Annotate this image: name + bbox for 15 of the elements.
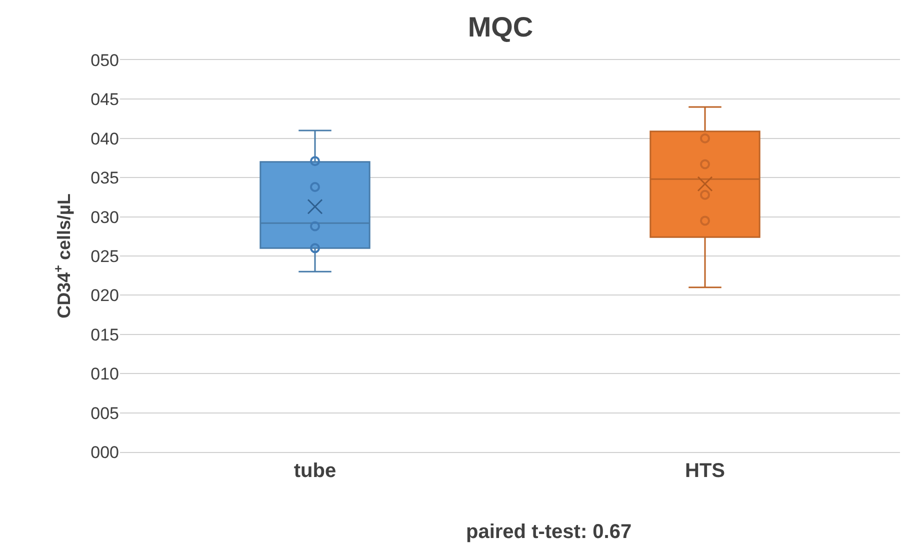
y-tick-label: 045 (90, 90, 119, 110)
y-tick-label: 035 (90, 168, 119, 188)
x-tick-label: HTS (685, 460, 725, 482)
x-tick-label: tube (294, 460, 336, 482)
y-tick-label: 005 (90, 404, 119, 423)
y-tick-label: 025 (90, 246, 119, 266)
chart-title: MQC (468, 11, 534, 42)
y-tick-label: 050 (90, 50, 119, 70)
y-tick-label: 020 (90, 286, 119, 306)
text: paired t-test: 0.67 (466, 521, 632, 543)
y-tick-label: 010 (90, 364, 119, 384)
y-tick-label: 015 (90, 325, 119, 344)
y-tick-label: 030 (90, 208, 119, 227)
y-tick-label: 000 (90, 442, 119, 462)
y-tick-label: 040 (90, 129, 119, 148)
